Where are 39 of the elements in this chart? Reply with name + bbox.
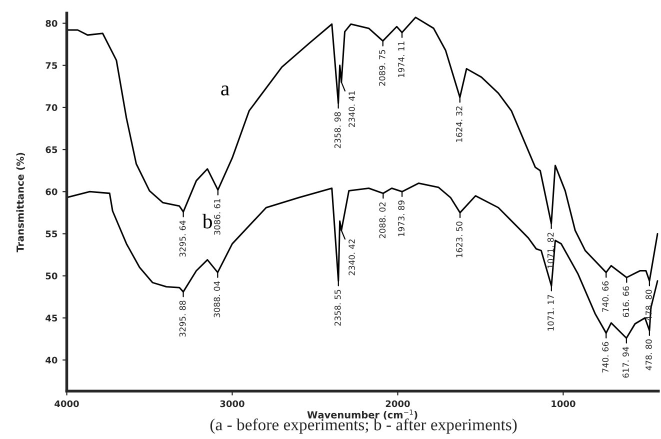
annotation: 3086. 61 — [214, 199, 220, 235]
annotation: 1623. 50 — [456, 222, 462, 258]
annotation: 478. 80 — [646, 290, 652, 321]
annotation: 3295. 88 — [179, 300, 186, 337]
annotation: 617. 94 — [622, 346, 629, 378]
x-axis-title: Wavenumber (cm$^{−1}$) — [307, 410, 418, 420]
annotation: 1071. 82 — [547, 232, 554, 268]
y-tick-label: 75 — [46, 62, 58, 69]
y-tick-label: 65 — [46, 146, 58, 154]
annotation: 2340. 42 — [348, 240, 355, 276]
y-tick-label: 55 — [46, 230, 58, 238]
y-tick-label: 80 — [46, 20, 58, 27]
annotation: 2358. 98 — [334, 112, 341, 148]
annotation: 1071. 17 — [548, 294, 554, 330]
legend-label: b — [202, 214, 212, 228]
annotation: 478. 80 — [646, 339, 652, 370]
y-tick-label: 70 — [46, 104, 58, 112]
y-axis-title: Transmittance (%) — [16, 152, 25, 252]
annotation: 3088. 04 — [214, 281, 220, 318]
annotation: 740. 66 — [602, 281, 609, 312]
annotation: 1973. 89 — [398, 200, 404, 236]
annotation: 2358. 55 — [334, 290, 341, 326]
annotation: 2089. 75 — [378, 50, 386, 86]
y-tick-label: 50 — [46, 272, 58, 280]
annotation: 2340. 41 — [348, 91, 355, 128]
series-label: a — [221, 86, 230, 96]
annotation: 740. 66 — [602, 342, 609, 373]
x-tick-label: 3000 — [220, 400, 244, 408]
y-tick-label: 60 — [46, 188, 58, 196]
y-tick-label: 45 — [46, 314, 58, 322]
annotation: 1624. 32 — [456, 106, 462, 142]
y-tick-label: 40 — [46, 356, 58, 364]
x-tick-label: 2000 — [386, 400, 410, 408]
annotation: 616. 66 — [622, 286, 630, 318]
annotation: 3295. 64 — [179, 220, 186, 257]
annotation: 2088. 02 — [379, 202, 386, 238]
x-tick-label: 4000 — [54, 400, 79, 408]
x-tick-label: 1000 — [552, 400, 576, 408]
annotation: 1974. 11 — [398, 42, 404, 78]
